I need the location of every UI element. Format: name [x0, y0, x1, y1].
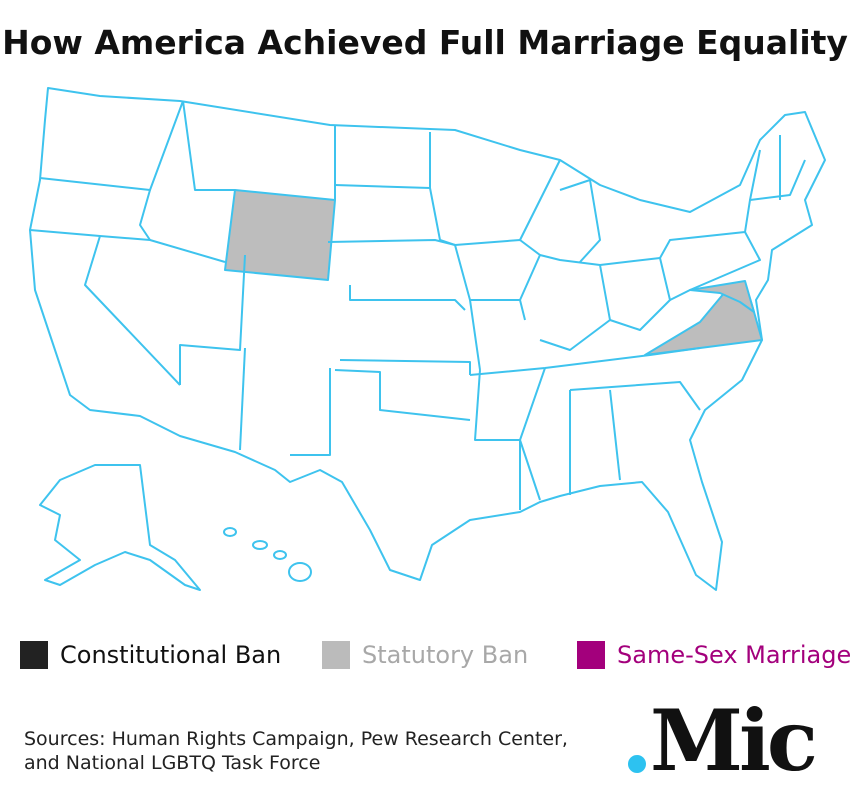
alaska: [39, 464, 201, 591]
title: How America Achieved Full Marriage Equal…: [2, 23, 848, 62]
hawaii: [273, 550, 287, 560]
logo-dot: [628, 755, 646, 773]
hawaii: [223, 527, 237, 537]
wyoming: [224, 189, 336, 281]
hawaii: [252, 540, 268, 550]
state-borders: [29, 100, 806, 510]
sources-line: and National LGBTQ Task Force: [24, 752, 320, 774]
us-map: [29, 87, 826, 591]
legend-label: Constitutional Ban: [60, 641, 281, 669]
us-outline: [29, 87, 826, 591]
legend-swatch: [322, 641, 350, 669]
legend-label: Statutory Ban: [362, 641, 528, 669]
legend-swatch: [20, 641, 48, 669]
legend: Constitutional Ban Statutory Ban Same-Sex …: [20, 641, 850, 669]
legend-label: Same-Sex Marriage: [617, 641, 850, 669]
sources-line: Sources: Human Rights Campaign, Pew Rese…: [24, 728, 568, 750]
hawaii: [288, 562, 312, 582]
maryland: [689, 280, 755, 313]
logo: Mic: [650, 691, 815, 790]
legend-swatch: [577, 641, 605, 669]
